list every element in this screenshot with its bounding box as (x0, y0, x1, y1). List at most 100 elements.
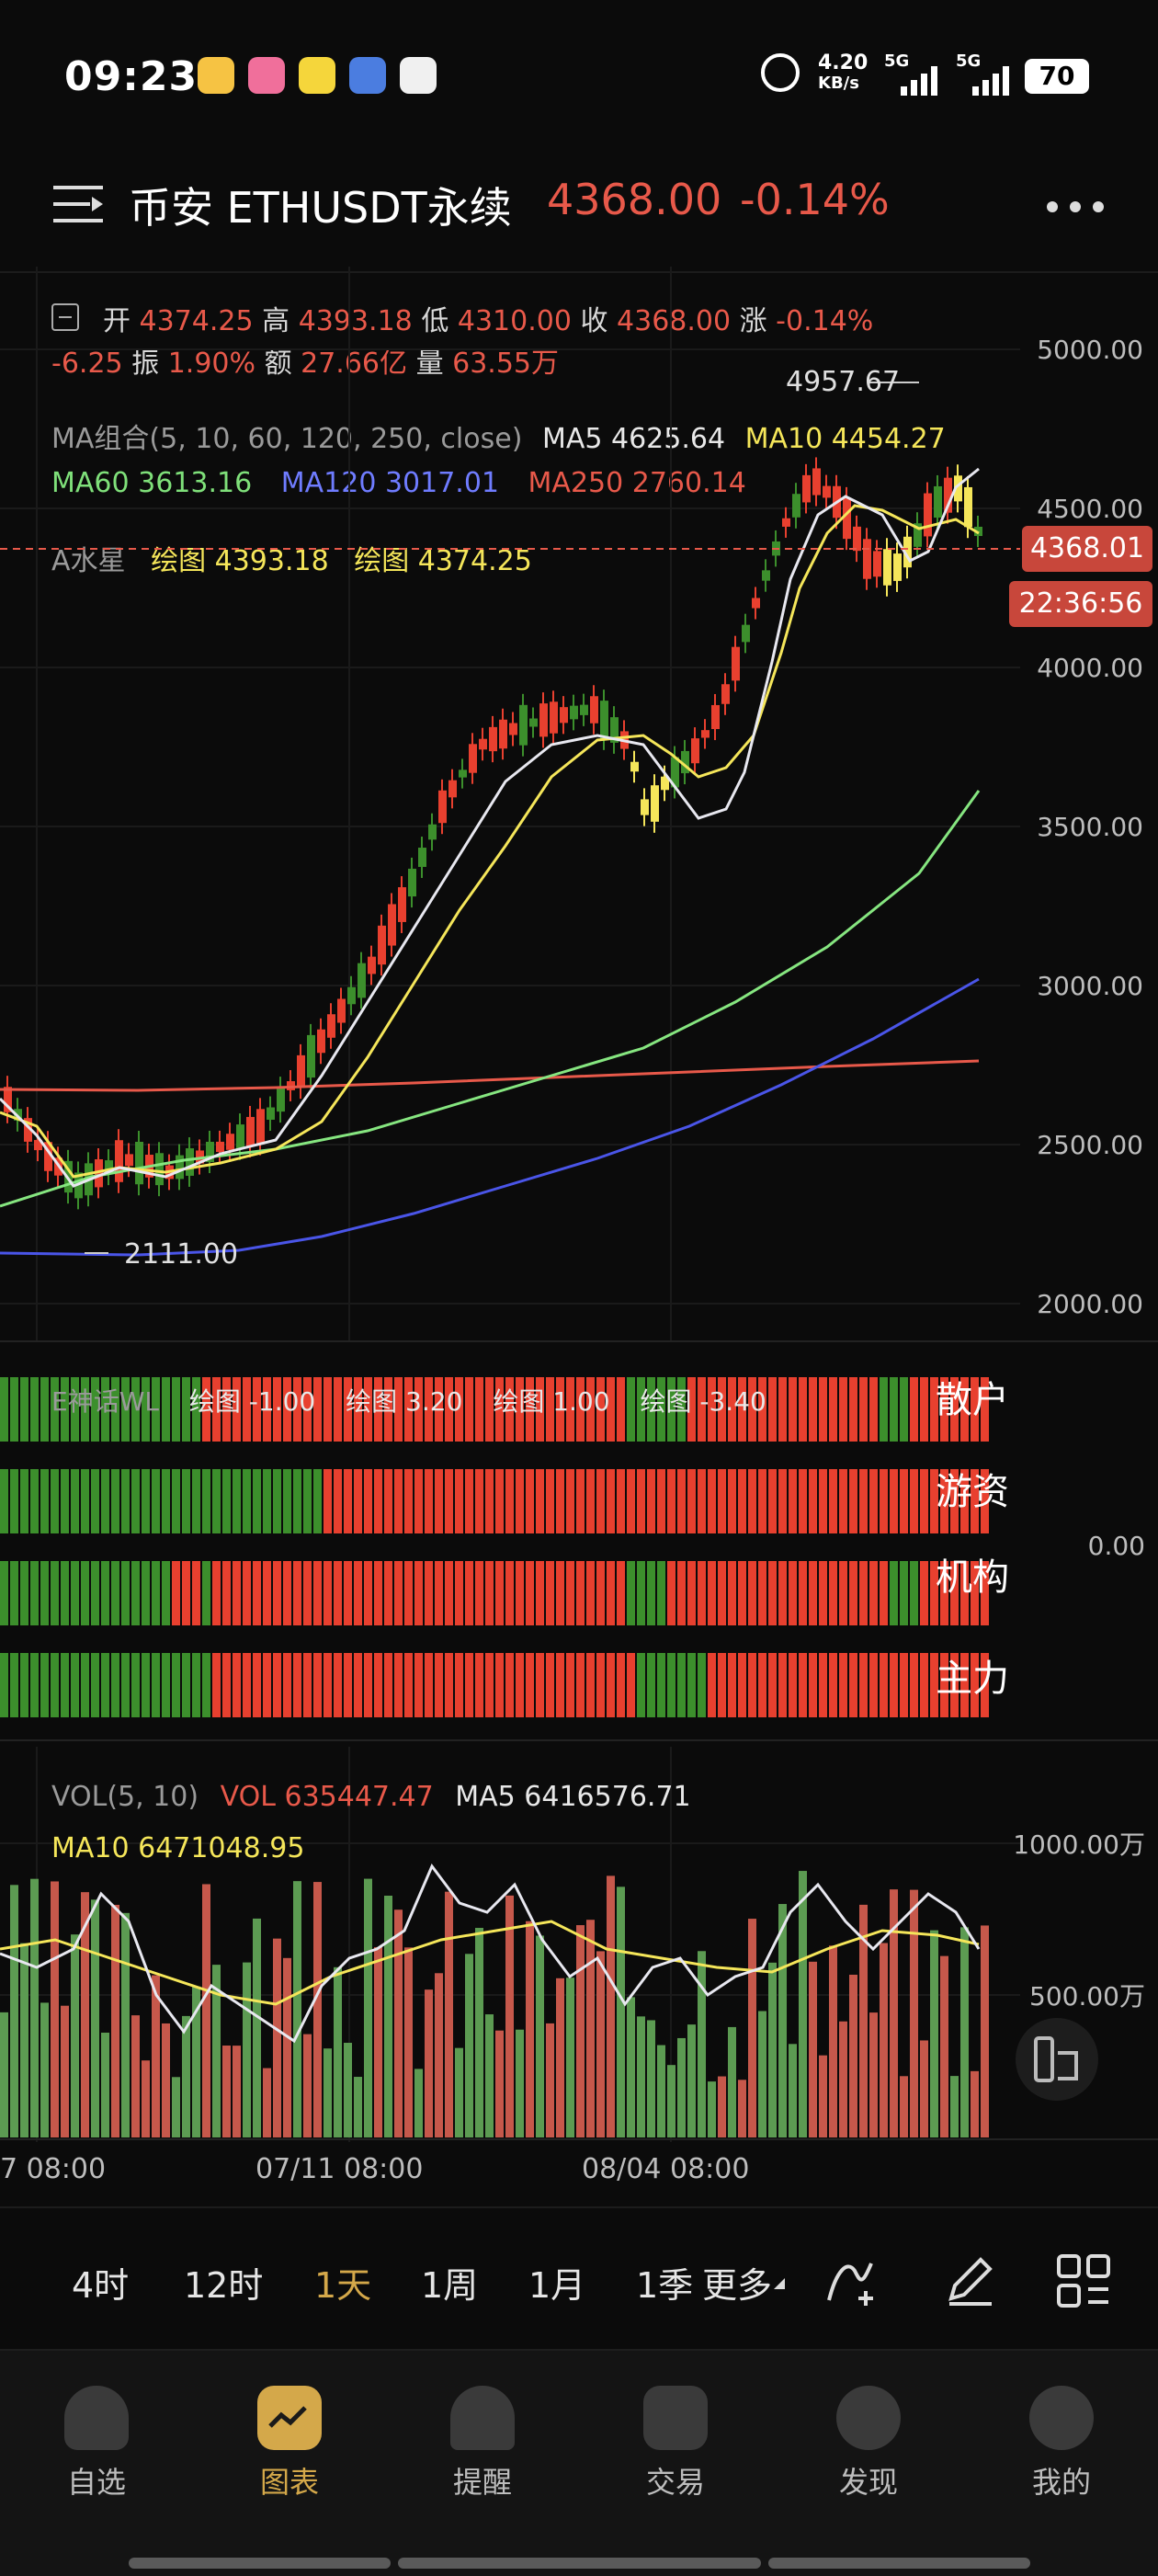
wl-bar (192, 1377, 200, 1442)
wl-bar (657, 1469, 665, 1533)
volume-bar (495, 2030, 504, 2137)
wl-bar (344, 1469, 352, 1533)
candle-body (742, 624, 750, 643)
wl-bar (354, 1653, 362, 1717)
volume-label: 量 (415, 348, 444, 380)
timeframe-bar (0, 2206, 1158, 2346)
screen-rotate-icon[interactable] (1016, 2018, 1098, 2101)
nav-alerts[interactable]: 提醒 (418, 2386, 547, 2502)
wl-bar (263, 1377, 271, 1442)
draw-line-icon[interactable] (825, 2252, 880, 2308)
page-title[interactable]: 币安 ETHUSDT永续 (129, 183, 512, 233)
wl-bar (576, 1561, 585, 1625)
more-icon[interactable] (1043, 198, 1107, 216)
nav-profile-label: 我的 (1031, 2465, 1091, 2500)
volume-bar (455, 2047, 463, 2137)
wl-bar (475, 1561, 483, 1625)
close-value: 4368.00 (617, 305, 732, 337)
wl-bar (101, 1653, 109, 1717)
wl-bar (394, 1653, 403, 1717)
tab-12h[interactable]: 12时 (184, 2265, 264, 2306)
shuixing-v1: 绘图 4393.18 (151, 545, 329, 577)
net-speed-value: 4.20 (818, 51, 868, 74)
browser-app-icon (349, 57, 386, 94)
wl-bar (384, 1653, 392, 1717)
candle-body (186, 1148, 194, 1176)
wl-bar (667, 1377, 676, 1442)
wl-bar (414, 1469, 423, 1533)
wl-indicator[interactable] (0, 1351, 1158, 1738)
volume-bar (81, 1892, 89, 2137)
wl-bar (152, 1561, 160, 1625)
wl-bar (142, 1653, 150, 1717)
wl-bar (667, 1561, 676, 1625)
wl-bar (789, 1561, 797, 1625)
candle-body (721, 684, 730, 704)
wl-bar (657, 1653, 665, 1717)
pencil-icon[interactable] (942, 2252, 997, 2308)
wl-bar (40, 1653, 49, 1717)
wl-bar (677, 1469, 686, 1533)
wl-bar (768, 1469, 777, 1533)
wl-bar (263, 1469, 271, 1533)
wl-bar (859, 1561, 868, 1625)
volume-bar (768, 1962, 777, 2137)
wl-bar (162, 1653, 170, 1717)
nav-trade[interactable]: 交易 (611, 2386, 740, 2502)
collapse-icon[interactable] (51, 303, 79, 331)
nav-watchlist[interactable]: 自选 (32, 2386, 161, 2502)
nav-discover[interactable]: 发现 (804, 2386, 933, 2502)
wl-bar (971, 1653, 979, 1717)
wl-bar (768, 1377, 777, 1442)
candle-body (863, 539, 871, 579)
tab-1m[interactable]: 1月 (528, 2265, 586, 2306)
status-time: 09:23 (64, 53, 199, 100)
chart-icon (257, 2386, 322, 2450)
wl-bar (414, 1561, 423, 1625)
nav-discover-label: 发现 (838, 2465, 898, 2500)
wl-bar (273, 1469, 281, 1533)
tab-1w[interactable]: 1周 (421, 2265, 479, 2306)
wl-bar (637, 1653, 645, 1717)
wl-bar (222, 1377, 231, 1442)
nav-chart[interactable]: 图表 (225, 2386, 354, 2502)
candle-body (732, 646, 740, 681)
volume-chart[interactable] (0, 1747, 1158, 2142)
grid-layout-icon[interactable] (1057, 2254, 1110, 2308)
candle-body (428, 824, 437, 840)
wl-bar (687, 1377, 696, 1442)
wl-bar (698, 1561, 706, 1625)
candle-body (256, 1109, 265, 1145)
tab-1q[interactable]: 1季 (636, 2265, 694, 2306)
wl-bar (718, 1469, 726, 1533)
candle-body (802, 474, 811, 503)
high-mark-label: 4957.67 (786, 366, 900, 398)
wl-bar (809, 1377, 817, 1442)
wl-bar (384, 1561, 392, 1625)
nav-profile[interactable]: 我的 (997, 2386, 1126, 2502)
wl-bar (748, 1377, 756, 1442)
wl-bar (364, 1561, 372, 1625)
wl-bar (880, 1469, 888, 1533)
candle-body (630, 761, 639, 772)
wl-values: E神话WL 绘图 -1.00 绘图 3.20 绘图 1.00 绘图 -3.40 (51, 1382, 766, 1419)
tab-more[interactable]: 更多 (702, 2265, 773, 2306)
price-chart[interactable]: 4957.67 2111.00 5000.00 4500.00 4000.00 350… (0, 267, 1158, 1342)
wl-bar (617, 1653, 625, 1717)
candle-body (398, 887, 406, 922)
wl-bar (445, 1469, 453, 1533)
wl-bar (152, 1377, 160, 1442)
wl-bar (435, 1653, 443, 1717)
tab-4h[interactable]: 4时 (72, 2265, 130, 2306)
shuixing-row: A水星 绘图 4393.18 绘图 4374.25 (51, 538, 532, 578)
wl-bar (142, 1469, 150, 1533)
wl-bar (516, 1653, 524, 1717)
wl-bar (839, 1377, 847, 1442)
candle-body (378, 925, 386, 965)
wl-bar (607, 1561, 615, 1625)
tab-1d[interactable]: 1天 (314, 2265, 372, 2306)
wl-bar (243, 1377, 251, 1442)
wl-bar (303, 1561, 312, 1625)
menu-icon[interactable] (53, 184, 103, 224)
candle-body (883, 549, 891, 586)
